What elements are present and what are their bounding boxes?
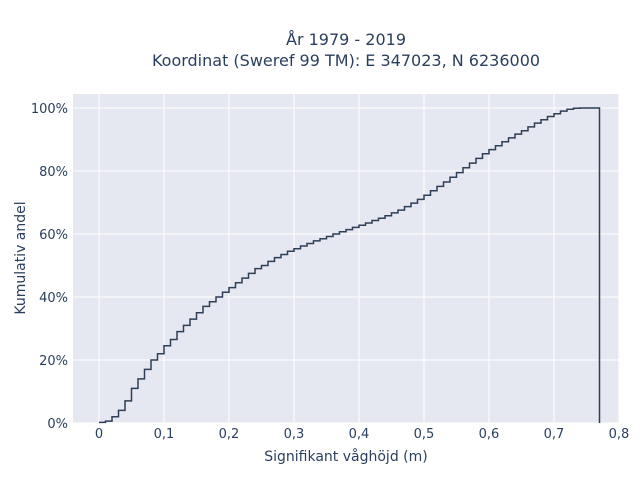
- cdf-line: [99, 107, 601, 424]
- y-tick-label: 40%: [39, 291, 68, 306]
- x-tick-label: 0: [95, 427, 103, 442]
- y-axis-label: Kumulativ andel: [13, 201, 29, 314]
- y-tick-label: 60%: [39, 228, 68, 243]
- plot-area: [73, 94, 619, 423]
- x-axis-label: Signifikant våghöjd (m): [264, 448, 427, 465]
- x-tick-label: 0,2: [219, 427, 240, 442]
- y-tick-label: 80%: [39, 165, 68, 180]
- x-tick-label: 0,5: [414, 427, 435, 442]
- y-tick-label: 0%: [47, 417, 68, 432]
- y-tick-label: 100%: [31, 102, 68, 117]
- y-tick-label: 20%: [39, 354, 68, 369]
- x-tick-label: 0,4: [349, 427, 370, 442]
- chart-subtitle: Koordinat (Sweref 99 TM): E 347023, N 62…: [152, 51, 540, 70]
- ticks: 0 0,1 0,2 0,3 0,4 0,5 0,6 0,7 0,8 0% 20% 40% 60% 80% 1…: [31, 102, 630, 442]
- x-tick-label: 0,8: [609, 427, 630, 442]
- grid: [73, 94, 620, 424]
- x-tick-label: 0,7: [544, 427, 565, 442]
- x-tick-label: 0,3: [284, 427, 305, 442]
- chart-title: År 1979 - 2019: [286, 30, 406, 49]
- x-tick-label: 0,1: [154, 427, 175, 442]
- x-tick-label: 0,6: [479, 427, 500, 442]
